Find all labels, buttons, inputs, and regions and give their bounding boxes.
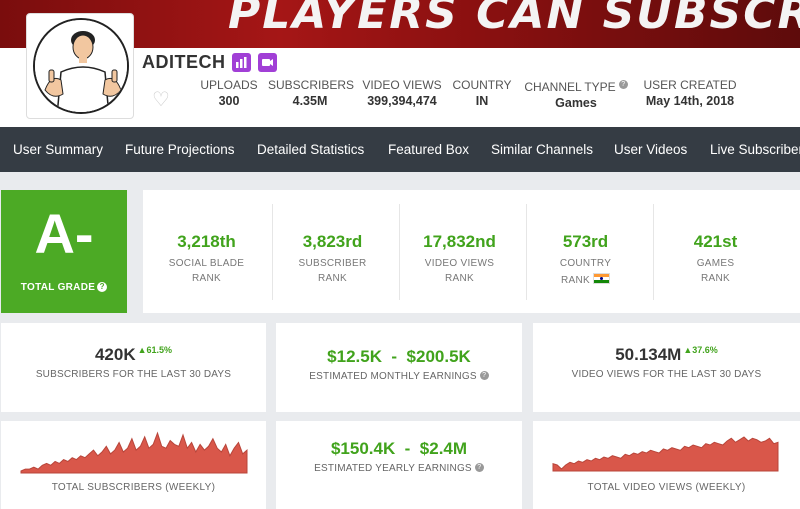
stat-label: SUBSCRIBERS [268, 78, 355, 92]
card-label: TOTAL SUBSCRIBERS (WEEKLY) [51, 482, 216, 493]
stat-label: UPLOADS [200, 78, 258, 92]
card-total-subscribers-weekly: TOTAL SUBSCRIBERS (WEEKLY) [1, 421, 266, 509]
card-subscribers-30-days: 420K ▲61.5% SUBSCRIBERS FOR THE LAST 30 D… [1, 323, 266, 412]
rank-label: SOCIAL BLADE [168, 258, 245, 269]
stat-uploads: UPLOADS 300 [200, 78, 258, 108]
card-label: VIDEO VIEWS FOR THE LAST 30 DAYS [571, 369, 762, 380]
video-camera-icon [258, 53, 277, 72]
change-badge: ▲61.5% [137, 345, 173, 355]
stat-channel-type: CHANNEL TYPE? Games [522, 80, 630, 110]
rank-video-views: 17,832nd VIDEO VIEWS RANK [396, 204, 523, 300]
main-nav: User Summary Future Projections Detailed… [0, 127, 800, 172]
card-video-views-30-days: 50.134M ▲37.6% VIDEO VIEWS FOR THE LAST 3… [533, 323, 800, 412]
nav-user-videos[interactable]: User Videos [614, 142, 688, 157]
partner-badge-icon [232, 53, 251, 72]
nav-user-summary[interactable]: User Summary [13, 142, 104, 157]
rank-value: 421st [693, 232, 738, 251]
stat-country: COUNTRY IN [452, 78, 512, 108]
card-value: $12.5K - $200.5K [327, 347, 471, 366]
card-label: SUBSCRIBERS FOR THE LAST 30 DAYS [35, 369, 232, 380]
stat-value: 4.35M [292, 94, 328, 108]
rank-social-blade: 3,218th SOCIAL BLADE RANK [143, 204, 270, 300]
nav-live-subscriber[interactable]: Live Subscriber [710, 142, 800, 157]
stat-label: USER CREATED [643, 78, 737, 92]
card-total-video-views-weekly: TOTAL VIDEO VIEWS (WEEKLY) [533, 421, 800, 509]
rank-label: COUNTRY [559, 258, 612, 269]
card-value: $150.4K - $2.4M [330, 439, 468, 458]
stat-value: 399,394,474 [367, 94, 437, 108]
india-flag-icon [592, 273, 610, 284]
grade-label: TOTAL GRADE [20, 282, 96, 293]
rank-value: 3,823rd [302, 232, 363, 251]
rank-value: 17,832nd [423, 232, 496, 251]
rank-label: RANK [561, 275, 590, 286]
avatar [33, 18, 129, 114]
card-yearly-earnings: $150.4K - $2.4M ESTIMATED YEARLY EARNING… [276, 421, 522, 509]
card-label: TOTAL VIDEO VIEWS (WEEKLY) [587, 482, 746, 493]
channel-name: ADITECH [142, 52, 226, 72]
stat-value: IN [475, 94, 489, 108]
rank-games: 421st GAMES RANK [652, 204, 779, 300]
help-icon[interactable]: ? [97, 282, 108, 292]
banner-text: PLAYERS CAN SUBSCRI [228, 0, 800, 39]
rank-label: RANK [192, 273, 221, 284]
rank-divider [272, 204, 273, 300]
favorite-heart-icon[interactable]: ♡ [152, 89, 170, 111]
card-value: 420K [94, 345, 136, 364]
subscribers-weekly-sparkline[interactable] [1, 421, 266, 481]
help-icon[interactable]: ? [618, 80, 628, 89]
rank-label: SUBSCRIBER [298, 258, 367, 269]
help-icon[interactable]: ? [479, 371, 489, 380]
nav-future-projections[interactable]: Future Projections [125, 142, 235, 157]
nav-detailed-statistics[interactable]: Detailed Statistics [257, 142, 365, 157]
rank-label: RANK [445, 273, 474, 284]
card-monthly-earnings: $12.5K - $200.5K ESTIMATED MONTHLY EARNI… [276, 323, 522, 412]
rank-divider [399, 204, 400, 300]
stat-value: Games [555, 96, 597, 110]
stat-value: May 14th, 2018 [645, 94, 735, 108]
card-label: ESTIMATED YEARLY EARNINGS [314, 463, 472, 474]
nav-similar-channels[interactable]: Similar Channels [491, 142, 594, 157]
rank-label: RANK [318, 273, 347, 284]
ranks-panel: 3,218th SOCIAL BLADE RANK 3,823rd SUBSCR… [143, 190, 800, 313]
card-label: ESTIMATED MONTHLY EARNINGS [309, 371, 477, 382]
help-icon[interactable]: ? [474, 463, 484, 472]
rank-divider [526, 204, 527, 300]
rank-label: VIDEO VIEWS [424, 258, 495, 269]
rank-value: 573rd [562, 232, 609, 251]
stat-label: COUNTRY [452, 78, 512, 92]
change-badge: ▲37.6% [683, 345, 718, 355]
nav-featured-box[interactable]: Featured Box [388, 142, 470, 157]
total-grade-box: A- TOTAL GRADE? [1, 190, 127, 313]
rank-label: RANK [701, 273, 730, 284]
stat-label: CHANNEL TYPE [524, 80, 616, 94]
card-value: 50.134M [615, 345, 682, 364]
stat-value: 300 [218, 94, 240, 108]
views-weekly-sparkline[interactable] [533, 421, 800, 481]
stat-user-created: USER CREATED May 14th, 2018 [640, 78, 740, 108]
rank-value: 3,218th [177, 232, 236, 251]
rank-label: GAMES [696, 258, 735, 269]
views-sparkline-area [552, 436, 779, 472]
stat-video-views: VIDEO VIEWS 399,394,474 [360, 78, 444, 108]
rank-country: 573rd COUNTRY RANK [522, 204, 649, 300]
rank-subscriber: 3,823rd SUBSCRIBER RANK [269, 204, 396, 300]
stat-subscribers: SUBSCRIBERS 4.35M [268, 78, 355, 108]
grade-letter: A- [34, 202, 94, 265]
avatar-card[interactable] [26, 13, 134, 119]
subscribers-sparkline-area [20, 431, 248, 474]
rank-divider [653, 204, 654, 300]
avatar-illustration [35, 20, 127, 112]
stat-label: VIDEO VIEWS [362, 78, 442, 92]
